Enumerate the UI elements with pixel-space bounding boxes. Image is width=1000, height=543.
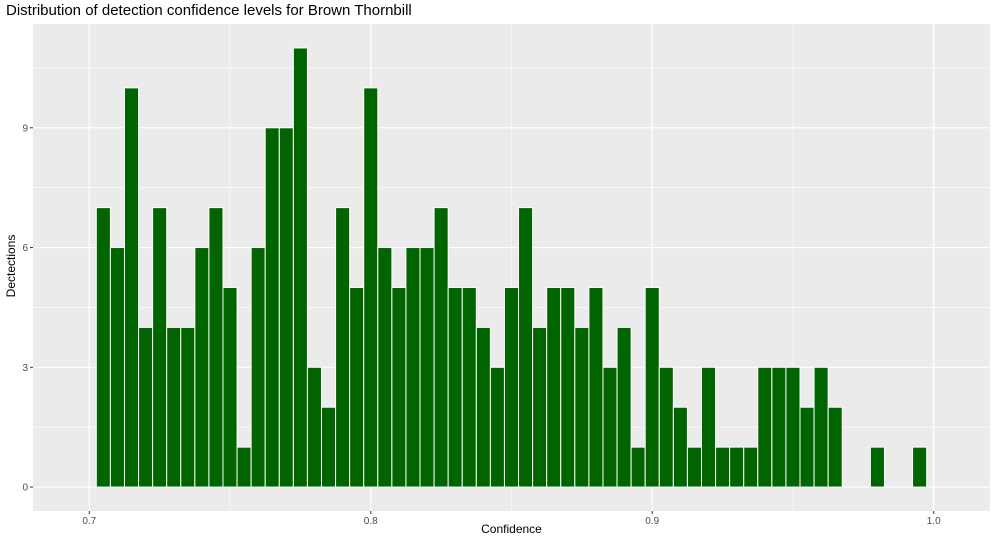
histogram-bar: [222, 286, 238, 488]
histogram-bar: [264, 127, 280, 488]
histogram-bar: [658, 366, 674, 488]
histogram-bar: [489, 366, 505, 488]
histogram-bar: [729, 446, 745, 488]
histogram-bar: [813, 366, 829, 488]
histogram-bar: [180, 326, 196, 488]
histogram-bar: [123, 87, 140, 488]
histogram-bar: [377, 247, 393, 488]
bars: [95, 47, 928, 488]
y-axis-label: Dectections: [4, 234, 18, 298]
histogram-bar: [616, 326, 632, 488]
histogram-bar: [405, 247, 421, 488]
histogram-bar: [95, 207, 111, 488]
y-tick-label: 9: [22, 123, 28, 134]
x-tick-label: 0.7: [82, 516, 96, 527]
histogram-bar: [574, 326, 590, 488]
histogram-bar: [236, 446, 252, 488]
histogram-bar: [363, 87, 379, 488]
histogram-bar: [503, 286, 520, 488]
histogram-bar: [644, 286, 660, 488]
histogram-bar: [715, 446, 731, 488]
histogram-bar: [194, 247, 210, 488]
histogram-bar: [292, 47, 308, 488]
histogram-bar: [799, 406, 815, 488]
histogram-bar: [306, 366, 323, 488]
histogram-bar: [138, 326, 154, 488]
histogram-bar: [630, 446, 646, 488]
histogram-bar: [602, 366, 618, 488]
histogram-bar: [588, 286, 604, 488]
histogram-bar: [250, 247, 266, 488]
histogram-bar: [461, 286, 477, 488]
histogram-bar: [686, 446, 702, 488]
histogram-bar: [827, 406, 843, 488]
histogram-bar: [447, 286, 463, 488]
histogram-bar: [475, 326, 491, 488]
x-axis-label: Confidence: [481, 522, 542, 536]
histogram-bar: [518, 207, 534, 488]
histogram-bar: [869, 446, 885, 488]
histogram-bar: [700, 366, 717, 488]
y-tick-label: 0: [22, 483, 28, 494]
histogram-bar: [785, 366, 801, 488]
histogram-bar: [419, 247, 435, 488]
histogram-bar: [208, 207, 224, 488]
histogram-bar: [391, 286, 407, 488]
histogram-bar: [433, 207, 449, 488]
histogram-bar: [546, 286, 562, 488]
histogram-bar: [771, 366, 787, 488]
histogram-bar: [335, 207, 351, 488]
histogram-bar: [152, 207, 168, 488]
y-axis: 0 3 6 9: [22, 123, 33, 494]
y-tick-label: 3: [22, 363, 28, 374]
histogram-bar: [532, 326, 548, 488]
histogram-bar: [757, 366, 773, 488]
histogram-bar: [912, 446, 928, 488]
x-tick-label: 0.9: [645, 516, 659, 527]
histogram-bar: [560, 286, 576, 488]
x-tick-label: 1.0: [927, 516, 941, 527]
histogram-bar: [321, 406, 337, 488]
histogram-bar: [672, 406, 688, 488]
x-tick-label: 0.8: [364, 516, 378, 527]
histogram-bar: [349, 286, 365, 488]
histogram-bar: [278, 127, 294, 488]
y-tick-label: 6: [22, 243, 28, 254]
histogram-bar: [166, 326, 182, 488]
histogram-bar: [743, 446, 759, 488]
x-axis: 0.7 0.8 0.9 1.0: [82, 511, 941, 527]
chart-title: Distribution of detection confidence lev…: [6, 2, 412, 19]
histogram-bar: [109, 247, 125, 488]
